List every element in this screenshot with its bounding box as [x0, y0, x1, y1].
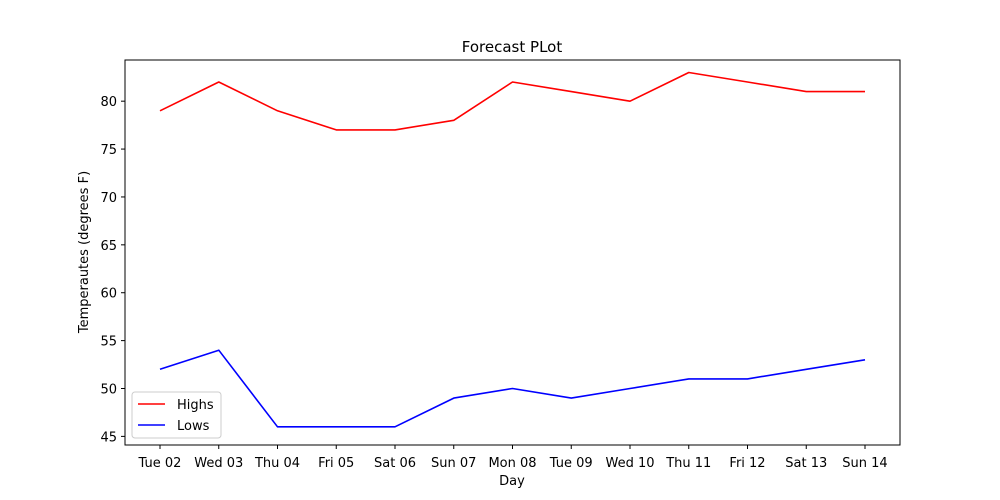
- legend-label-lows: Lows: [177, 419, 210, 434]
- x-tick-label: Fri 12: [729, 456, 765, 471]
- y-tick-label: 80: [100, 95, 117, 110]
- y-tick-label: 70: [100, 191, 117, 206]
- legend-label-highs: Highs: [177, 398, 214, 413]
- x-axis-ticks: Tue 02 Wed 03 Thu 04 Fri 05 Sat 06 Sun 07 Mon …: [138, 445, 888, 471]
- x-tick-label: Sun 07: [431, 456, 476, 471]
- x-tick-label: Wed 10: [605, 456, 654, 471]
- x-tick-label: Thu 04: [254, 456, 300, 471]
- x-tick-label: Fri 05: [318, 456, 354, 471]
- y-tick-label: 75: [100, 143, 117, 158]
- x-tick-label: Mon 08: [488, 456, 536, 471]
- y-tick-label: 55: [100, 335, 117, 350]
- x-tick-label: Sun 14: [842, 456, 887, 471]
- y-tick-label: 60: [100, 287, 117, 302]
- x-tick-label: Tue 09: [549, 456, 593, 471]
- x-tick-label: Tue 02: [138, 456, 182, 471]
- series-line-highs: [159, 71, 865, 131]
- y-axis-label: Temperautes (degrees F): [77, 171, 92, 334]
- x-axis-label: Day: [499, 474, 525, 489]
- x-tick-label: Wed 03: [194, 456, 243, 471]
- x-tick-label: Sat 13: [785, 456, 827, 471]
- y-axis-ticks: 45 50 55 60 65 70 75 80: [100, 95, 125, 445]
- series-lines: [159, 71, 866, 428]
- plot-frame: [124, 59, 901, 446]
- series-line-lows: [159, 349, 866, 428]
- y-tick-label: 65: [100, 239, 117, 254]
- x-tick-label: Thu 11: [665, 456, 711, 471]
- x-tick-label: Sat 06: [374, 456, 416, 471]
- chart-title: Forecast PLot: [462, 38, 563, 56]
- legend: Highs Lows: [131, 391, 222, 439]
- y-tick-label: 45: [100, 430, 117, 445]
- y-tick-label: 50: [100, 382, 117, 397]
